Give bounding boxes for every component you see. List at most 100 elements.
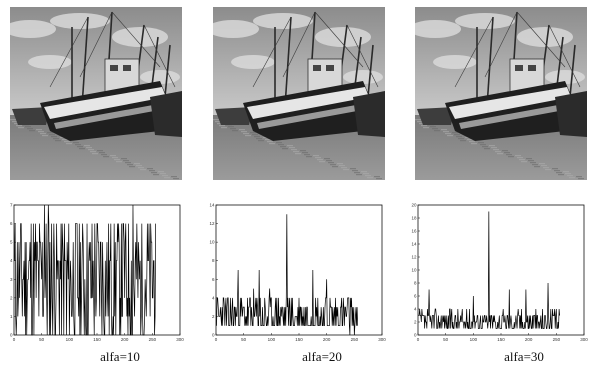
y-tick-label: 0 [10,333,13,338]
y-tick-label: 20 [411,203,417,208]
y-tick-label: 18 [411,216,417,221]
y-tick-label: 4 [414,307,417,312]
y-tick-label: 10 [209,240,215,245]
x-tick-label: 100 [268,337,276,342]
small-boat [12,107,50,125]
y-tick-label: 6 [10,221,13,226]
rigging [79,11,113,78]
y-tick-label: 4 [212,295,215,300]
cloud [50,13,110,29]
cloud [415,20,461,38]
x-tick-label: 250 [553,337,561,342]
caption-2: alfa=20 [302,349,342,364]
y-tick-label: 4 [10,258,13,263]
y-tick-label: 12 [411,255,417,260]
y-tick-label: 5 [10,240,13,245]
x-tick-label: 300 [176,337,184,342]
cabin-window [123,65,131,71]
x-tick-label: 200 [323,337,331,342]
x-tick-label: 300 [580,337,588,342]
cloud [112,27,168,47]
small-boat [417,107,455,125]
cloud [213,20,259,38]
cloud [343,70,383,84]
right-boat [353,91,385,137]
hull-stripe [44,87,166,119]
x-tick-label: 0 [13,337,16,342]
x-tick-label: 250 [351,337,359,342]
cloud [231,55,275,69]
mast [81,16,89,108]
x-tick-label: 200 [121,337,129,342]
rigging [516,11,566,68]
x-tick-label: 150 [295,337,303,342]
cloud [545,70,585,84]
y-tick-label: 6 [414,294,417,299]
y-tick-label: 0 [414,333,417,338]
y-tick-label: 6 [212,277,215,282]
x-tick-label: 100 [66,337,74,342]
cabin-window [528,65,536,71]
x-tick-label: 150 [497,337,505,342]
mast [486,16,494,108]
x-tick-label: 150 [93,337,101,342]
y-tick-label: 7 [10,203,13,208]
rigging [346,24,379,88]
x-tick-label: 250 [149,337,157,342]
x-tick-label: 0 [417,337,420,342]
histogram-plot-2: 0 50 100 150 200 250 300 0 2 4 6 8 10 12 14 [209,195,390,345]
rigging [49,16,89,88]
rigging [454,16,494,88]
y-tick-label: 2 [10,295,13,300]
y-tick-label: 16 [411,229,417,234]
hull-stripe [247,87,369,119]
series-line [14,204,156,336]
right-boat [555,91,587,137]
x-tick-label: 300 [378,337,386,342]
right-boat [150,91,182,137]
cloud [455,13,515,29]
cloud [140,70,180,84]
x-tick-label: 200 [525,337,533,342]
rigging [252,16,292,88]
x-tick-label: 100 [470,337,478,342]
x-tick-label: 0 [215,337,218,342]
y-tick-label: 14 [209,203,215,208]
boat-photo-2 [213,7,385,180]
histogram-plot-3: 0 50 100 150 200 250 300 0 2 4 6 8 10 12 14 16 18 20 [411,195,591,345]
cloud [28,55,72,69]
y-tick-label: 2 [212,314,215,319]
series-line [418,211,560,329]
cabin-window [326,65,334,71]
x-tick-label: 50 [241,337,247,342]
histogram-plot-1: 0 50 100 150 200 250 300 0 1 2 3 4 5 6 7 [8,195,188,345]
series-line [216,214,358,336]
y-tick-label: 10 [411,268,417,273]
cabin-window [515,65,523,71]
cloud [517,27,573,47]
y-tick-label: 8 [212,258,215,263]
rigging [143,24,176,88]
cloud [10,20,56,38]
y-tick-label: 0 [212,333,215,338]
hull-stripe-2 [54,103,165,129]
cabin-window [313,65,321,71]
cloud [433,55,477,69]
mast [284,16,292,108]
rigging [484,11,518,78]
rigging [111,11,161,68]
y-tick-label: 2 [414,320,417,325]
caption-3: alfa=30 [504,349,544,364]
cabin-window [110,65,118,71]
y-tick-label: 8 [414,281,417,286]
y-tick-label: 3 [10,277,13,282]
hull-stripe-2 [257,103,368,129]
hull-stripe-2 [459,103,570,129]
x-tick-label: 50 [39,337,45,342]
rigging [282,11,316,78]
y-tick-label: 12 [209,221,215,226]
rigging [314,11,364,68]
caption-1: alfa=10 [100,349,140,364]
cloud [315,27,371,47]
boat-photo-1 [10,7,182,180]
